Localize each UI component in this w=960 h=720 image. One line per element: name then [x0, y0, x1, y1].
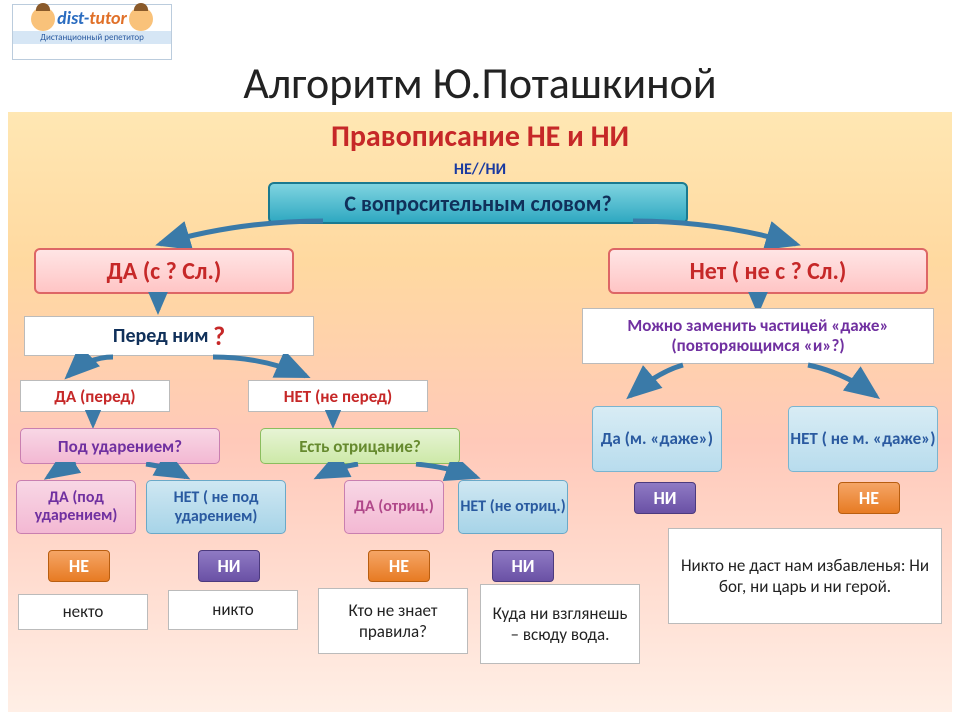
ni-tag: НИ	[634, 482, 696, 514]
branch-yes: ДА (с ? Сл.)	[34, 248, 294, 294]
avatar-icon	[31, 7, 55, 31]
net-otric: НЕТ (не отриц.)	[458, 480, 568, 534]
avatar-icon	[129, 7, 153, 31]
q-before: Перед ним ?	[24, 316, 314, 356]
root-question: С вопросительным словом?	[268, 182, 688, 224]
chart-title: Правописание НЕ и НИ	[8, 116, 952, 156]
ne-tag: НЕ	[48, 550, 110, 582]
net-pod: НЕТ ( не под ударением)	[146, 480, 286, 534]
net-before: НЕТ (не перед)	[248, 380, 428, 412]
da-before: ДА (перед)	[20, 380, 170, 412]
q-before-text: Перед ним	[113, 324, 209, 348]
arrow-icon	[798, 362, 888, 404]
example-2: никто	[168, 590, 298, 630]
logo-text-l: dist-	[57, 7, 89, 29]
page-title: Алгоритм Ю.Поташкиной	[0, 56, 960, 110]
ne-tag: НЕ	[838, 482, 900, 514]
example-4: Куда ни взглянешь – всюду вода.	[480, 584, 640, 664]
da-m-dazhe: Да (м. «даже»)	[592, 406, 722, 472]
pod-udar-q: Под ударением?	[20, 428, 220, 464]
ni-tag: НИ	[492, 550, 554, 582]
arrow-icon	[138, 292, 178, 318]
arrow-icon	[628, 218, 808, 252]
example-5: Никто не даст нам избавленья: Ни бог, ни…	[668, 528, 942, 624]
da-pod: ДА (под ударением)	[16, 480, 136, 534]
logo-subtitle: Дистанционный репетитор	[13, 31, 171, 44]
logo-text-r: tutor	[89, 7, 127, 29]
arrow-icon	[618, 362, 698, 404]
branch-no: Нет ( не с ? Сл.)	[608, 248, 928, 294]
net-m-dazhe: НЕТ ( не м. «даже»)	[788, 406, 938, 472]
da-otric: ДА (отриц.)	[344, 480, 444, 534]
ni-tag: НИ	[198, 550, 260, 582]
q-right: Можно заменить частицей «даже» (повторяю…	[582, 308, 934, 364]
flowchart: Правописание НЕ и НИ НЕ//НИ С вопросител…	[8, 112, 952, 712]
ne-tag: НЕ	[368, 550, 430, 582]
example-1: некто	[18, 594, 148, 630]
logo: dist-tutor Дистанционный репетитор	[12, 4, 172, 60]
top-label: НЕ//НИ	[8, 158, 952, 180]
example-3: Кто не знает правила?	[318, 588, 468, 654]
est-otric-q: Есть отрицание?	[260, 428, 460, 464]
arrow-icon	[148, 218, 328, 252]
